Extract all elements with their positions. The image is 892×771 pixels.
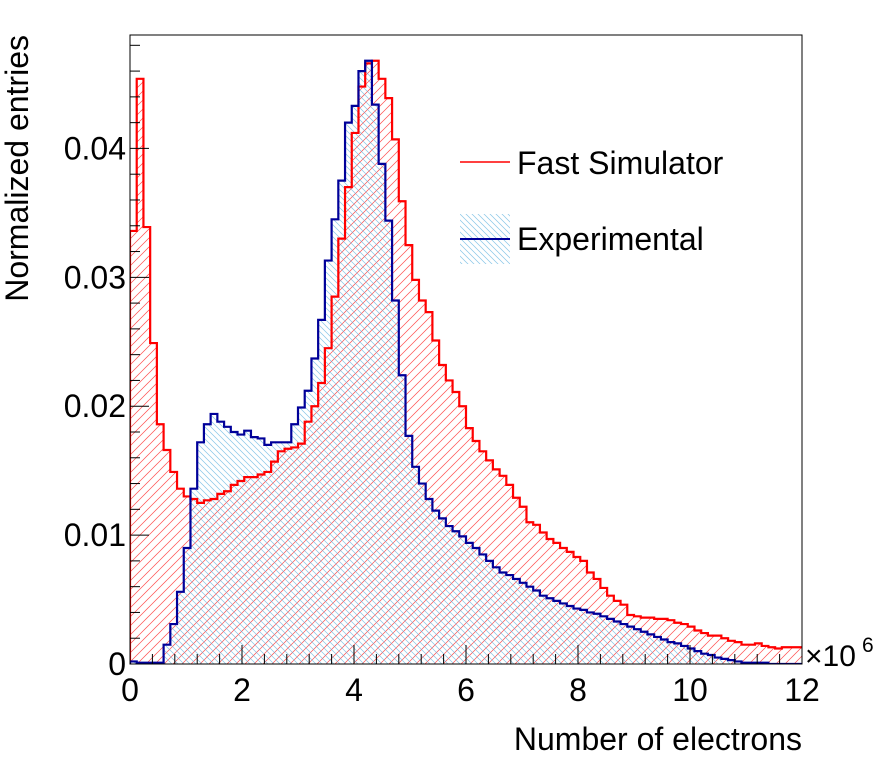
series-fill-experimental	[130, 60, 802, 664]
axes-layer: 0 2 4 6 8 10 12 0 0.01 0.02 0.03 0.04	[64, 44, 820, 708]
x-multiplier-label: ×10	[805, 640, 856, 673]
x-multiplier: ×10 6	[805, 634, 874, 673]
x-tick-label: 2	[233, 672, 251, 708]
x-tick-label: 0	[121, 672, 139, 708]
legend: Fast Simulator Experimental	[460, 145, 724, 264]
y-tick-label: 0.04	[64, 130, 126, 166]
y-tick-label: 0.03	[64, 259, 126, 295]
x-tick-label: 10	[672, 672, 708, 708]
x-axis-title: Number of electrons	[514, 721, 802, 757]
y-tick-label: 0	[108, 646, 126, 682]
y-tick-label: 0.02	[64, 388, 126, 424]
x-tick-label: 8	[569, 672, 587, 708]
legend-label-experimental: Experimental	[517, 221, 704, 257]
x-tick-label: 12	[784, 672, 820, 708]
x-multiplier-exponent: 6	[862, 634, 874, 657]
y-axis-title: Normalized entries	[0, 35, 35, 302]
series-line-experimental	[130, 59, 802, 664]
x-tick-label: 6	[457, 672, 475, 708]
series-line-fast-simulator	[130, 59, 802, 664]
x-tick-label: 4	[345, 672, 363, 708]
histogram-layer	[130, 59, 802, 664]
legend-label-fast-simulator: Fast Simulator	[517, 145, 724, 181]
y-tick-label: 0.01	[64, 517, 126, 553]
